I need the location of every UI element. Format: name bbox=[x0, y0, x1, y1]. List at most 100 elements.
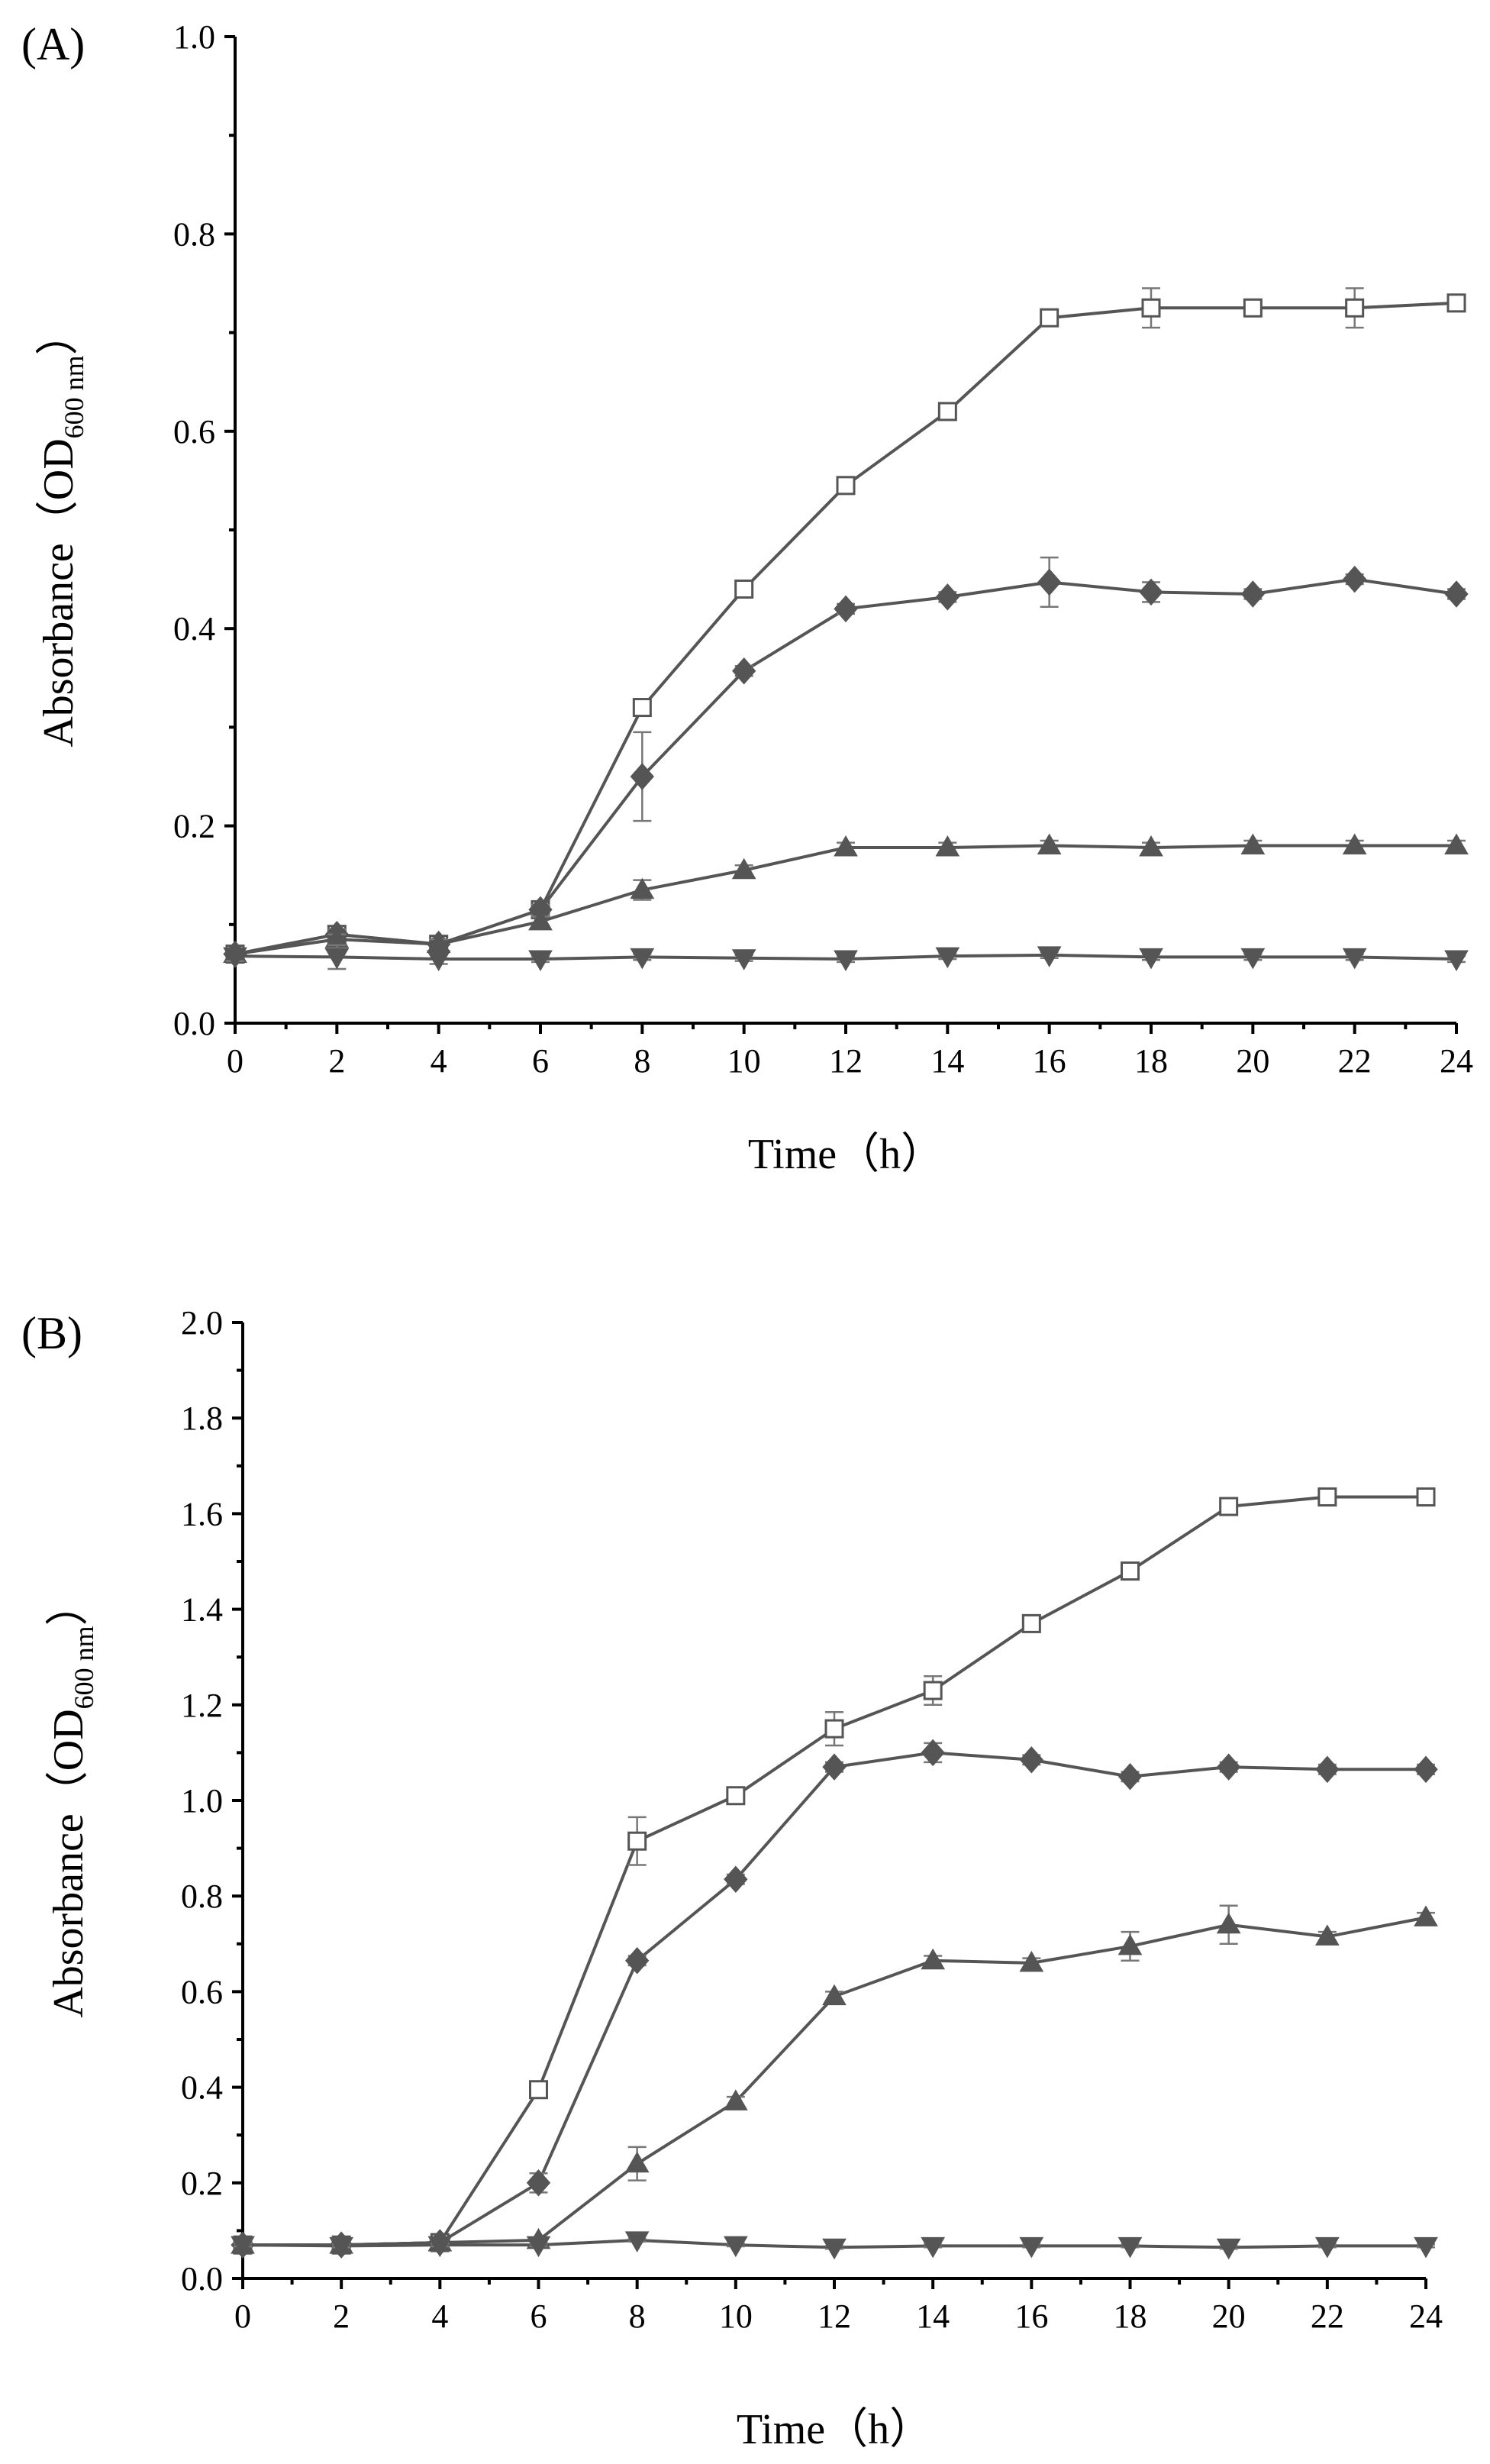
y-axis-title-subscript: 600 nm bbox=[69, 1626, 99, 1709]
y-tick-label: 0.8 bbox=[181, 1878, 223, 1915]
data-point-open-square bbox=[1317, 1487, 1337, 1506]
data-point-open-square bbox=[632, 698, 652, 718]
data-point-filled-diamond bbox=[1037, 568, 1062, 596]
data-point-filled-triangle-down bbox=[1414, 2236, 1438, 2259]
y-tick-label: 1.0 bbox=[181, 1782, 223, 1820]
data-point-filled-triangle-up bbox=[1240, 833, 1266, 854]
y-tick-label: 1.2 bbox=[181, 1687, 223, 1724]
data-point-filled-triangle-down bbox=[935, 947, 960, 969]
y-tick-label: 1.6 bbox=[181, 1495, 223, 1532]
x-tick-label: 4 bbox=[431, 1042, 447, 1080]
data-point-open-square bbox=[1219, 1497, 1239, 1516]
data-point-filled-diamond bbox=[1315, 1755, 1340, 1784]
data-point-filled-triangle-down bbox=[231, 2236, 255, 2258]
x-tick-label: 8 bbox=[629, 2298, 646, 2335]
data-point-filled-diamond bbox=[630, 763, 655, 790]
data-point-filled-triangle-up bbox=[1342, 833, 1367, 854]
x-tick-label: 2 bbox=[333, 2298, 350, 2335]
x-tick-label: 4 bbox=[431, 2298, 448, 2335]
y-axis-title-main: Absorbance（OD bbox=[45, 1709, 92, 2017]
data-point-open-square bbox=[529, 2080, 548, 2100]
y-axis-title: Absorbance（OD600 nm） bbox=[35, 312, 89, 747]
data-point-filled-diamond bbox=[1118, 1762, 1143, 1791]
data-point-filled-triangle-up bbox=[630, 877, 655, 899]
data-point-open-square bbox=[1243, 298, 1263, 318]
x-tick-label: 6 bbox=[531, 2298, 547, 2335]
data-point-filled-triangle-down bbox=[427, 2236, 453, 2258]
x-axis-title: Time（h） bbox=[737, 2406, 932, 2453]
x-tick-label: 10 bbox=[727, 1042, 761, 1080]
data-point-filled-triangle-up bbox=[1139, 835, 1163, 857]
y-axis-title: Absorbance（OD600 nm） bbox=[45, 1583, 99, 2017]
panel-label: (B) bbox=[21, 1308, 82, 1358]
x-tick-label: 8 bbox=[634, 1042, 650, 1080]
x-tick-label: 20 bbox=[1236, 1042, 1269, 1080]
data-point-open-square bbox=[836, 476, 856, 496]
data-point-filled-triangle-up bbox=[935, 835, 960, 857]
data-point-filled-triangle-down bbox=[822, 2238, 847, 2260]
data-point-filled-triangle-down bbox=[1139, 948, 1163, 970]
x-tick-label: 22 bbox=[1338, 1042, 1372, 1080]
data-point-open-square bbox=[1416, 1487, 1436, 1506]
data-point-filled-triangle-up bbox=[731, 857, 756, 880]
series-line bbox=[243, 1916, 1427, 2247]
series-line bbox=[234, 577, 1457, 956]
y-axis-title-close: ） bbox=[45, 1583, 92, 1626]
data-point-filled-triangle-up bbox=[834, 835, 858, 857]
series-line bbox=[234, 844, 1456, 956]
x-tick-label: 0 bbox=[227, 1042, 243, 1080]
series-line bbox=[243, 1495, 1426, 2247]
data-point-open-square bbox=[734, 580, 754, 599]
x-tick-label: 20 bbox=[1212, 2298, 1246, 2335]
x-tick-label: 12 bbox=[829, 1042, 863, 1080]
data-point-open-square bbox=[1345, 298, 1365, 318]
y-tick-label: 0.6 bbox=[173, 413, 215, 450]
data-point-filled-triangle-up bbox=[1314, 1924, 1340, 1946]
y-tick-label: 1.0 bbox=[173, 18, 215, 56]
data-point-open-square bbox=[627, 1831, 647, 1851]
data-point-filled-diamond bbox=[1019, 1746, 1044, 1774]
y-tick-label: 0.8 bbox=[173, 215, 215, 253]
data-point-filled-diamond bbox=[935, 583, 960, 611]
data-point-filled-triangle-up bbox=[624, 2151, 650, 2173]
data-point-open-square bbox=[726, 1786, 746, 1806]
data-point-filled-triangle-down bbox=[1444, 950, 1469, 972]
data-point-filled-triangle-up bbox=[1037, 833, 1062, 854]
x-tick-label: 18 bbox=[1114, 2298, 1147, 2335]
data-point-filled-triangle-down bbox=[731, 949, 756, 970]
y-tick-label: 1.4 bbox=[181, 1591, 223, 1629]
series-open-square bbox=[233, 1487, 1436, 2255]
x-tick-label: 16 bbox=[1033, 1042, 1066, 1080]
data-point-filled-diamond bbox=[834, 595, 858, 623]
x-tick-label: 6 bbox=[532, 1042, 549, 1080]
data-point-filled-diamond bbox=[624, 1946, 650, 1975]
series-filled-diamond bbox=[223, 556, 1469, 968]
data-point-filled-diamond bbox=[526, 2169, 551, 2197]
data-point-filled-triangle-down bbox=[329, 2236, 354, 2259]
x-axis-title: Time（h） bbox=[748, 1131, 943, 1178]
data-point-filled-triangle-up bbox=[723, 2089, 748, 2110]
y-axis-title-main: Absorbance（OD bbox=[35, 438, 82, 747]
data-point-filled-triangle-down bbox=[1240, 948, 1266, 970]
x-tick-label: 12 bbox=[818, 2298, 851, 2335]
series-filled-triangle-up bbox=[223, 833, 1469, 964]
chart-panel-a: (A)0.00.20.40.60.81.00 2 4 6 8 10 12 14 16 18 20 22… bbox=[21, 18, 1473, 1178]
x-tick-label: 18 bbox=[1134, 1042, 1168, 1080]
data-point-filled-triangle-down bbox=[723, 2236, 748, 2258]
y-tick-label: 0.4 bbox=[173, 610, 215, 647]
data-point-filled-triangle-up bbox=[1414, 1905, 1438, 1926]
data-point-filled-diamond bbox=[921, 1739, 945, 1767]
data-point-filled-diamond bbox=[1342, 565, 1367, 593]
y-tick-label: 2.0 bbox=[181, 1304, 223, 1342]
data-point-filled-triangle-down bbox=[1314, 2236, 1340, 2259]
data-point-filled-triangle-down bbox=[1118, 2236, 1143, 2259]
y-axis-title-close: ） bbox=[35, 312, 82, 355]
y-tick-label: 1.8 bbox=[181, 1400, 223, 1437]
data-point-filled-triangle-down bbox=[1342, 948, 1367, 970]
data-point-filled-triangle-down bbox=[324, 948, 350, 970]
y-axis-title-subscript: 600 nm bbox=[59, 355, 89, 438]
x-tick-label: 22 bbox=[1311, 2298, 1344, 2335]
x-tick-label: 14 bbox=[930, 1042, 964, 1080]
data-point-open-square bbox=[824, 1719, 844, 1739]
